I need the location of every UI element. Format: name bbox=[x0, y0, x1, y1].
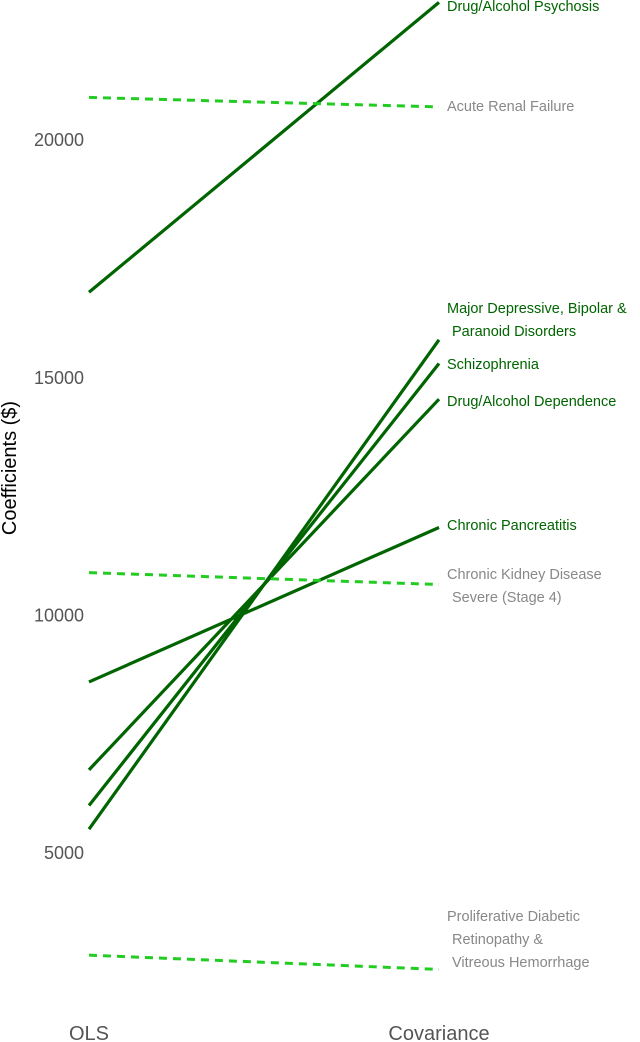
x-category-label: OLS bbox=[69, 1023, 109, 1042]
y-tick-label: 15000 bbox=[34, 368, 84, 388]
series-line bbox=[88, 953, 440, 971]
series-line bbox=[88, 526, 440, 684]
series-label: Schizophrenia bbox=[447, 357, 540, 373]
y-axis-title: Coefficients ($) bbox=[0, 401, 21, 535]
series-label: Acute Renal Failure bbox=[447, 99, 574, 115]
series-label: Proliferative Diabetic Retinopathy & Vitre… bbox=[447, 909, 590, 971]
series-line bbox=[87, 1, 441, 294]
x-category-label: Covariance bbox=[388, 1023, 489, 1042]
series-line bbox=[87, 398, 441, 771]
series-label: Chronic Pancreatitis bbox=[447, 518, 577, 534]
y-tick-label: 20000 bbox=[34, 130, 84, 150]
series-line bbox=[88, 95, 440, 109]
y-tick-label: 5000 bbox=[44, 843, 84, 863]
y-axis-ticks: 5000 10000 15000 20000 bbox=[34, 130, 84, 863]
x-axis-category-labels: OLS Covariance bbox=[69, 1023, 490, 1042]
y-tick-label: 10000 bbox=[34, 605, 84, 625]
series-label: Major Depressive, Bipolar & Paranoid Diso… bbox=[447, 301, 627, 340]
series-label: Drug/Alcohol Psychosis bbox=[447, 0, 599, 15]
series-label: Chronic Kidney Disease Severe (Stage 4) bbox=[447, 567, 602, 606]
series-label: Drug/Alcohol Dependence bbox=[447, 394, 616, 410]
series-lines bbox=[87, 1, 441, 971]
series-labels: Drug/Alcohol Psychosis Acute Renal Failur… bbox=[447, 0, 627, 971]
series-line bbox=[88, 571, 440, 587]
